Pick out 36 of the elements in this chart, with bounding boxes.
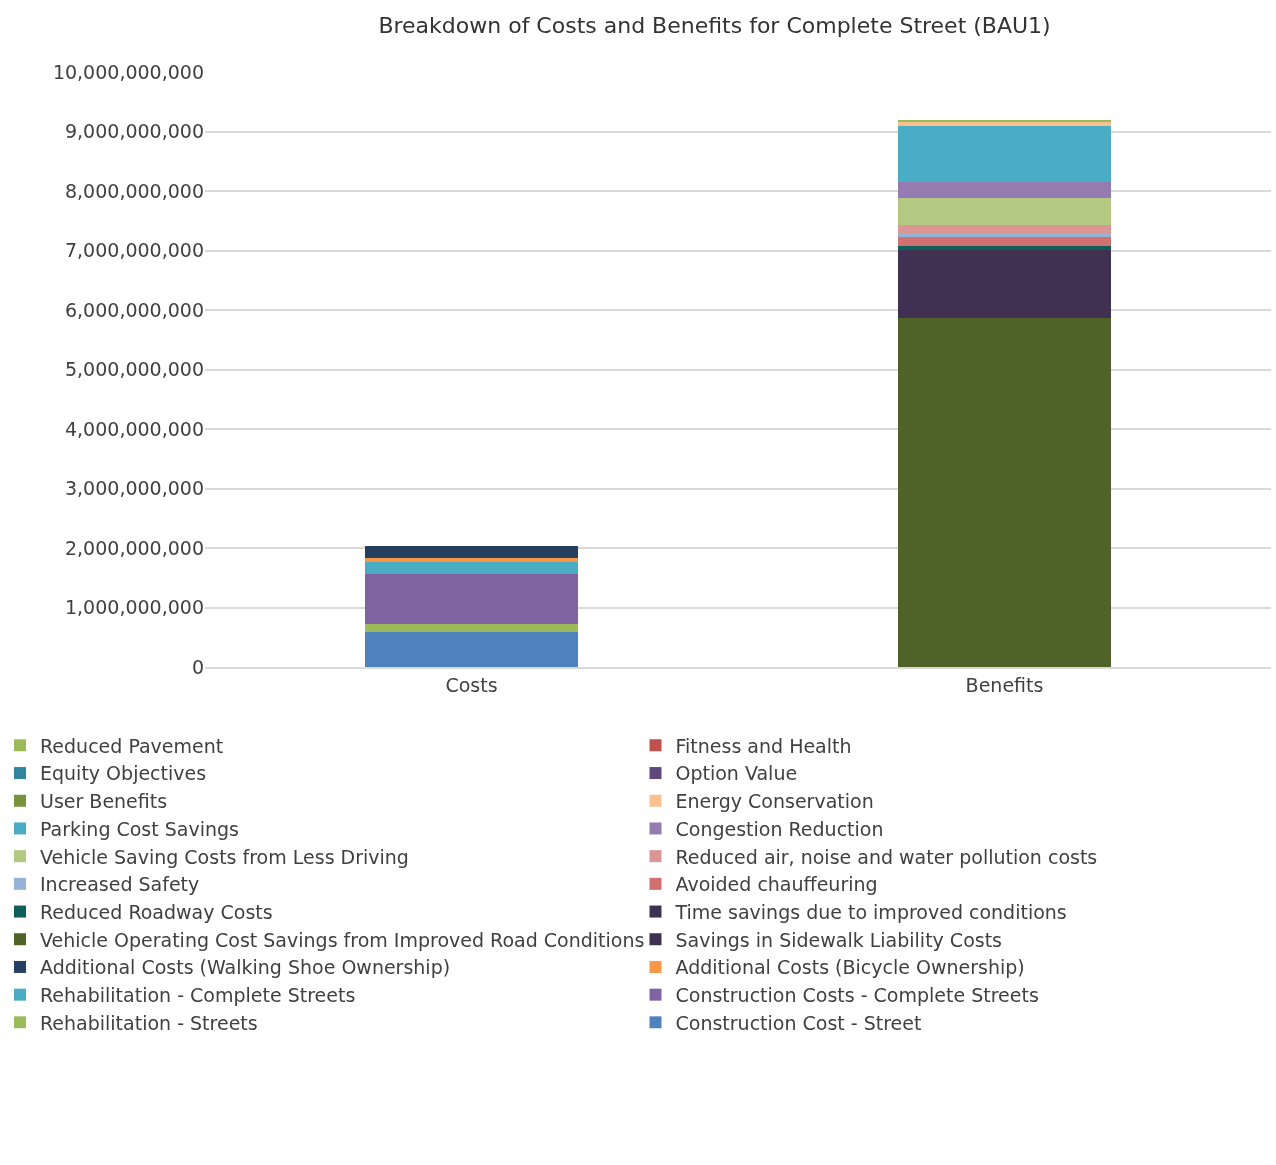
legend-label: Option Value [675,762,798,785]
legend-label: Savings in Sidewalk Liability Costs [675,928,1002,951]
legend-label: Vehicle Operating Cost Savings from Improved Road Conditions [40,928,645,951]
legend-label: Construction Costs - Complete Streets [675,984,1039,1007]
y-tick-label: 10,000,000,000 [52,60,204,83]
legend-label: Energy Conservation [675,790,874,813]
x-tick-label: Costs [445,673,498,696]
legend-label: Time savings due to improved conditions [674,900,1067,923]
legend-label: Parking Cost Savings [40,817,239,840]
y-tick-label: 6,000,000,000 [64,298,204,321]
legend-label: Avoided chauffeuring [675,873,878,896]
legend-label: Additional Costs (Walking Shoe Ownership) [40,956,451,979]
legend-label: Reduced Roadway Costs [40,900,273,923]
y-tick-label: 2,000,000,000 [64,536,204,559]
y-tick-label: 0 [191,655,204,678]
legend-label: Vehicle Saving Costs from Less Driving [40,845,409,868]
legend-label: Reduced Pavement [40,734,224,757]
legend-label: Increased Safety [40,873,200,896]
y-tick-label: 4,000,000,000 [64,417,204,440]
x-tick-label: Benefits [965,673,1044,696]
chart-title: Breakdown of Costs and Benefits for Complete Street (BAU1) [378,12,1051,38]
legend-label: Construction Cost - Street [675,1011,922,1034]
legend-label: Rehabilitation - Complete Streets [40,984,356,1007]
y-tick-label: 3,000,000,000 [64,477,204,500]
y-tick-label: 1,000,000,000 [64,596,204,619]
y-tick-label: 9,000,000,000 [64,120,204,143]
legend-label: Reduced air, noise and water pollution costs [675,845,1098,868]
legend-label: Rehabilitation - Streets [40,1011,258,1034]
y-tick-label: 8,000,000,000 [64,179,204,202]
legend-label: Equity Objectives [40,762,207,785]
legend-label: User Benefits [40,790,168,813]
y-tick-label: 7,000,000,000 [64,239,204,262]
legend-label: Additional Costs (Bicycle Ownership) [675,956,1025,979]
legend-label: Congestion Reduction [675,817,884,840]
y-tick-label: 5,000,000,000 [64,358,204,381]
legend-label: Fitness and Health [675,734,852,757]
